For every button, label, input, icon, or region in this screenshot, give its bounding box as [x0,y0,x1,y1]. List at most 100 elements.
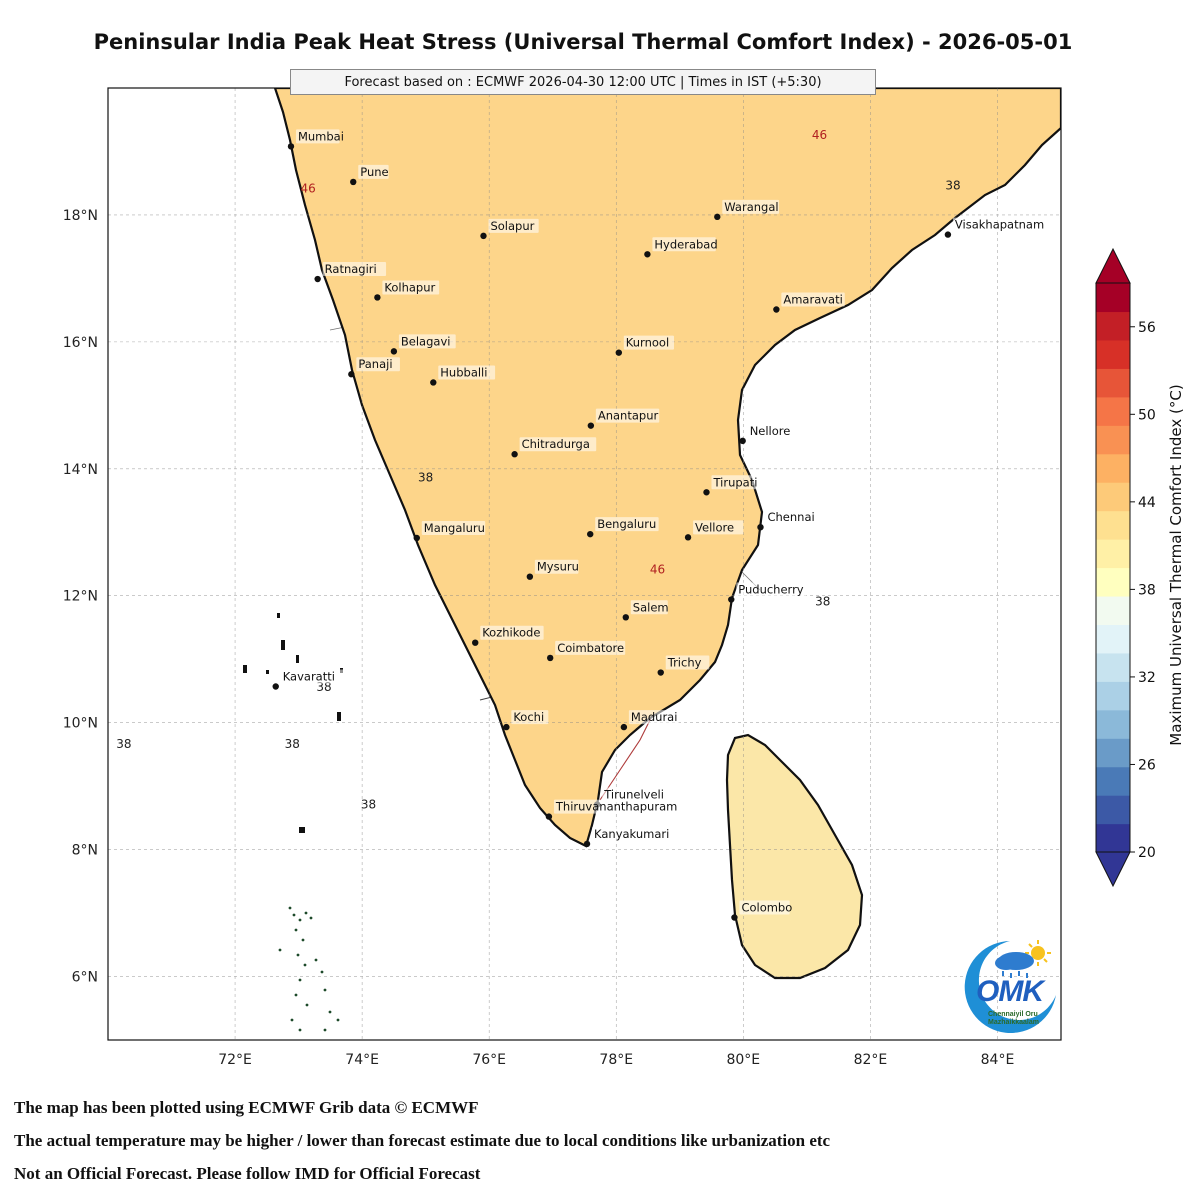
longitude-ticks: 72°E 74°E 76°E 78°E 80°E 82°E 84°E [218,1052,1014,1068]
city-marker-dot [350,178,357,186]
city-label: Nellore [750,424,791,438]
map-title: Peninsular India Peak Heat Stress (Unive… [93,30,1073,54]
colorbar-segment [1096,283,1130,313]
colorbar-tick-label: 20 [1138,845,1156,861]
city-marker-dot [757,523,764,531]
city-label: Colombo [741,901,792,915]
city-label: Amaravati [783,292,842,306]
city-label: Mysuru [537,560,579,574]
city-label-bg [595,408,660,423]
city-label-bg [519,437,597,452]
colorbar-min-arrow [1095,851,1131,888]
city-bengaluru: Bengaluru [587,517,659,538]
city-marker-dot [739,437,746,445]
city-label-bg [623,335,675,350]
maldives-islands [278,906,340,1032]
city-label-bg [739,900,790,915]
city-label: Mangaluru [424,521,485,535]
logo-crescent-icon [964,940,1056,1033]
city-kozhikode: Kozhikode [472,625,544,646]
city-label-bg [553,799,677,814]
city-label-bg [398,334,456,349]
logo-word: OMK [976,975,1044,1008]
city-label: Madurai [631,710,678,724]
city-label-bg [438,365,496,380]
city-chennai: Chennai [757,510,816,531]
city-label-bg [665,655,710,670]
city-chitradurga: Chitradurga [511,437,597,458]
city-label: Mumbai [298,129,344,143]
city-label-bg [652,237,716,252]
city-marker-dot [773,306,780,313]
heat-stress-map: 46 46 46 38 38 38 38 38 38 38 Mumbai Pune Solapur Wa… [63,87,1185,1068]
city-mysuru: Mysuru [526,559,579,580]
colorbar-tick-label: 26 [1138,757,1156,773]
city-label: Kavaratti [283,669,335,683]
contour-label: 38 [285,737,300,751]
colorbar-segment [1096,539,1130,569]
contour-label: 38 [361,797,376,811]
city-colombo: Colombo [731,900,792,921]
city-label: Hubballi [440,365,487,379]
city-label-bg [628,710,680,725]
city-label: Kolhapur [384,280,435,294]
lat-tick-label: 8°N [72,843,98,859]
city-marker-dot [545,813,553,820]
city-label-bg [781,292,845,307]
city-label: Trichy [667,656,702,670]
city-trichy: Trichy [657,655,710,676]
city-marker-dot [472,639,479,646]
lon-tick-label: 74°E [345,1052,379,1068]
city-nellore: Nellore [739,423,798,445]
city-madurai: Madurai [620,710,680,731]
city-label: Kanyakumari [594,827,669,841]
city-belagavi: Belagavi [390,334,456,355]
lat-tick-label: 16°N [63,335,98,351]
city-marker-dot [615,349,623,356]
city-label: Solapur [490,219,534,233]
city-marker-dot [703,489,710,496]
city-label: Visakhapatnam [955,218,1044,232]
city-label-bg [765,510,816,525]
city-marker-dot [644,251,651,258]
city-marker-dot [944,231,952,238]
city-marker-dot [526,573,534,580]
city-pune: Pune [350,164,389,186]
colorbar-segment [1096,425,1130,455]
colorbar-segment [1096,652,1130,682]
city-label: Bengaluru [597,517,656,531]
city-label-bg [592,826,669,841]
colorbar-label: Maximum Universal Thermal Comfort Index … [1167,384,1185,745]
city-kolhapur: Kolhapur [374,280,440,301]
lon-tick-label: 82°E [854,1052,888,1068]
colorbar-tick-label: 56 [1138,320,1156,336]
lon-tick-label: 72°E [218,1052,252,1068]
colorbar: 20 26 32 38 44 50 56 [1095,247,1156,888]
city-marker-dot [480,232,487,240]
colorbar-segment [1096,823,1130,853]
city-hubballi: Hubballi [430,365,496,386]
city-marker-dot [728,596,735,603]
colorbar-max-arrow [1095,247,1131,284]
city-puducherry: Puducherry [728,582,807,603]
colorbar-tick-label: 50 [1138,407,1156,423]
city-label: Ratnagiri [325,262,377,276]
city-warangal: Warangal [714,199,780,221]
footnote-data-source: The map has been plotted using ECMWF Gri… [14,1098,479,1117]
logo-tagline: Chennaiyil Oru Mazhaikkaalam [988,1011,1039,1026]
contour-label: 38 [815,594,830,608]
colorbar-tick-label: 38 [1138,582,1156,598]
lat-tick-label: 14°N [63,462,98,478]
city-marker-dot [390,348,398,355]
city-label-bg [602,787,679,802]
city-label: Anantapur [598,409,659,423]
city-label: Chennai [767,510,814,524]
city-marker-dot [374,294,381,301]
city-label-bg [630,600,668,615]
city-label-bg [358,164,389,179]
city-marker-dot [587,422,595,429]
colorbar-segment [1096,624,1130,654]
city-mumbai: Mumbai [287,129,344,150]
city-label-bg [693,520,744,535]
latitude-ticks: 6°N 8°N 10°N 12°N 14°N 16°N 18°N [63,208,98,986]
